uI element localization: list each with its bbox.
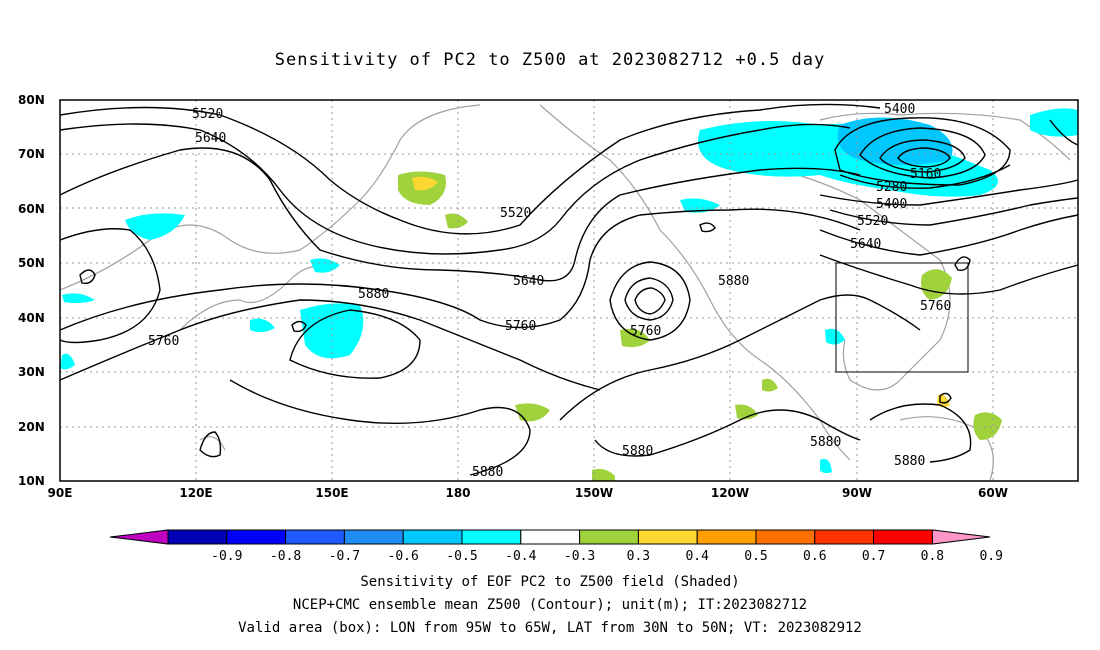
colorbar-swatch: [461, 529, 522, 545]
colorbar-swatch: [402, 529, 463, 545]
contour-label: 5400: [884, 102, 915, 117]
lon-label: 180: [445, 486, 470, 500]
contour-label: 5880: [894, 454, 925, 469]
footer-line-1: Sensitivity of EOF PC2 to Z500 field (Sh…: [360, 574, 740, 590]
contour-label: 5520: [192, 107, 223, 122]
colorbar-swatch: [579, 529, 639, 545]
colorbar-tick-label: -0.4: [505, 549, 536, 564]
colorbar-tick-label: -0.6: [388, 549, 419, 564]
lon-label: 90W: [842, 486, 872, 500]
contour-label: 5400: [876, 197, 907, 212]
contour-label: 5880: [718, 274, 749, 289]
colorbar-swatch: [637, 529, 698, 545]
colorbar-arrow-low: [109, 529, 169, 545]
colorbar-swatch: [755, 529, 816, 545]
map-frame: [59, 99, 1079, 482]
longitude-labels: 90E 120E 150E 180 150W 120W 90W 60W: [48, 486, 1008, 500]
lat-label: 60N: [18, 202, 45, 216]
colorbar-swatch: [285, 529, 345, 545]
colorbar-tick-label: -0.7: [329, 549, 360, 564]
lon-label: 120E: [179, 486, 212, 500]
contour-label: 5880: [622, 444, 653, 459]
contour-label: 5640: [513, 274, 544, 289]
colorbar-tick-label: -0.9: [211, 549, 242, 564]
lat-label: 50N: [18, 256, 45, 270]
contour-label: 5160: [910, 167, 941, 182]
colorbar-arrow-high: [931, 529, 991, 545]
colorbar: -0.9 -0.8 -0.7 -0.6 -0.5 -0.4 -0.3 0.3 0.4 0.5 0.6…: [109, 529, 1003, 564]
contour-labels: 5520 5640 5760 5880 5520 5640 5760 5880 …: [148, 102, 951, 480]
contour-label: 5760: [505, 319, 536, 334]
colorbar-swatch: [520, 529, 581, 545]
contour-label: 5760: [148, 334, 179, 349]
contour-label: 5880: [358, 287, 389, 302]
colorbar-tick-label: -0.8: [270, 549, 301, 564]
map-title: Sensitivity of PC2 to Z500 at 2023082712…: [274, 50, 826, 70]
colorbar-swatch: [226, 529, 287, 545]
lat-label: 40N: [18, 311, 45, 325]
lon-label: 60W: [978, 486, 1008, 500]
colorbar-swatch: [696, 529, 757, 545]
z500-contours: [59, 103, 1079, 476]
lat-label: 10N: [18, 474, 45, 488]
colorbar-tick-label: 0.7: [862, 549, 885, 564]
colorbar-swatch: [167, 529, 228, 545]
colorbar-tick-label: 0.4: [685, 549, 709, 564]
contour-label: 5760: [920, 299, 951, 314]
contour-label: 5760: [630, 324, 661, 339]
lat-label: 70N: [18, 147, 45, 161]
colorbar-tick-label: 0.3: [627, 549, 650, 564]
contour-label: 5640: [850, 237, 881, 252]
lat-label: 20N: [18, 420, 45, 434]
latitude-labels: 80N 70N 60N 50N 40N 30N 20N 10N: [18, 93, 45, 488]
contour-label: 5280: [876, 180, 907, 195]
colorbar-tick-label: -0.3: [564, 549, 595, 564]
lat-label: 30N: [18, 365, 45, 379]
lon-label: 150W: [575, 486, 613, 500]
contour-label: 5880: [472, 465, 503, 480]
colorbar-tick-label: 0.5: [744, 549, 767, 564]
colorbar-tick-label: -0.5: [446, 549, 477, 564]
contour-label: 5880: [810, 435, 841, 450]
colorbar-tick-label: 0.6: [803, 549, 826, 564]
colorbar-swatch: [873, 529, 933, 545]
sensitivity-shading: [60, 108, 1078, 481]
colorbar-tick-label: 0.8: [921, 549, 944, 564]
valid-area-box: [835, 262, 969, 373]
contour-label: 5520: [857, 214, 888, 229]
lon-label: 90E: [48, 486, 73, 500]
lon-label: 150E: [315, 486, 348, 500]
lon-label: 120W: [711, 486, 749, 500]
contour-label: 5520: [500, 206, 531, 221]
gridlines: [60, 100, 1078, 481]
footer-line-3: Valid area (box): LON from 95W to 65W, L…: [238, 620, 862, 636]
colorbar-tick-label: 0.9: [979, 549, 1002, 564]
lat-label: 80N: [18, 93, 45, 107]
colorbar-swatch: [814, 529, 875, 545]
footer-line-2: NCEP+CMC ensemble mean Z500 (Contour); u…: [292, 597, 808, 613]
colorbar-swatch: [343, 529, 404, 545]
contour-label: 5640: [195, 131, 226, 146]
